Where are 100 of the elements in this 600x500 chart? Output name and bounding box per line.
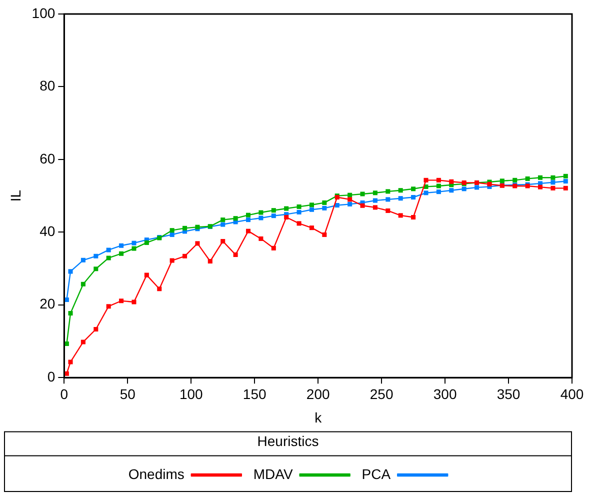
point (220, 238, 226, 244)
legend-title: Heuristics (257, 433, 319, 450)
y-tick-label: 20 (40, 296, 56, 312)
point (94, 266, 98, 272)
point (436, 190, 441, 194)
point (106, 304, 111, 309)
y-tick-label: 0 (47, 368, 56, 384)
x-axis-title: k (314, 410, 323, 426)
point (208, 258, 212, 264)
y-axis-title: IL (7, 190, 24, 202)
point (233, 216, 238, 221)
point (106, 248, 111, 252)
x-tick-label: 400 (560, 386, 584, 402)
point (436, 178, 441, 182)
point (157, 286, 162, 292)
point (132, 240, 136, 246)
point (80, 282, 86, 286)
point (386, 189, 390, 194)
point (284, 206, 289, 211)
point (322, 232, 327, 237)
point (170, 258, 174, 263)
point (119, 298, 124, 304)
point (182, 226, 188, 230)
point (360, 203, 365, 208)
point (424, 190, 428, 196)
point (296, 221, 302, 226)
y-tick-label: 60 (40, 150, 56, 166)
legend-label: Onedims (128, 466, 184, 482)
point (462, 186, 466, 192)
point (449, 179, 454, 184)
point (411, 186, 416, 192)
point (80, 258, 86, 262)
x-tick-label: 0 (60, 386, 68, 402)
point (68, 360, 73, 364)
point (386, 208, 390, 213)
point (372, 205, 378, 210)
point (68, 269, 73, 274)
point (436, 184, 441, 188)
point (106, 256, 111, 260)
y-tick-label: 80 (40, 78, 56, 94)
point (94, 254, 98, 258)
point (271, 246, 276, 250)
y-tick-label: 40 (40, 223, 56, 240)
point (195, 241, 200, 246)
point (132, 246, 136, 251)
point (132, 300, 136, 304)
point (68, 310, 73, 316)
point (386, 197, 390, 202)
point (372, 190, 378, 196)
point (309, 202, 314, 208)
point (80, 340, 86, 344)
point (563, 178, 568, 184)
point (182, 254, 188, 258)
point (170, 232, 174, 237)
point (550, 175, 556, 180)
point (563, 186, 568, 190)
point (525, 176, 530, 181)
point (424, 178, 428, 182)
point (474, 185, 480, 190)
point (449, 188, 454, 193)
point (246, 228, 251, 234)
point (348, 197, 352, 202)
point (360, 192, 365, 196)
x-tick-label: 200 (306, 386, 330, 402)
point (144, 240, 149, 245)
point (398, 213, 403, 218)
x-tick-label: 300 (433, 386, 457, 402)
point (550, 180, 556, 185)
point (550, 186, 556, 190)
point (271, 208, 276, 213)
point (538, 184, 543, 190)
point (512, 178, 518, 182)
point (411, 194, 416, 200)
y-tick-label: 100 (32, 4, 56, 21)
point (258, 210, 264, 215)
point (398, 188, 403, 193)
point (144, 272, 149, 278)
point (220, 222, 226, 227)
x-tick-label: 250 (370, 386, 394, 402)
point (258, 236, 264, 241)
legend-label: MDAV (253, 466, 294, 482)
point (309, 226, 314, 230)
point (220, 218, 226, 222)
legend-label: PCA (362, 466, 392, 482)
point (170, 228, 174, 233)
point (296, 204, 302, 209)
point (246, 212, 251, 218)
point (119, 251, 124, 256)
point (94, 326, 98, 332)
point (538, 175, 543, 180)
point (563, 174, 568, 178)
point (284, 214, 289, 220)
x-tick-label: 350 (496, 386, 520, 402)
point (322, 206, 327, 210)
point (500, 178, 504, 184)
x-tick-label: 50 (120, 386, 136, 402)
point (334, 202, 340, 208)
point (271, 214, 276, 218)
point (411, 214, 416, 220)
point (258, 216, 264, 220)
